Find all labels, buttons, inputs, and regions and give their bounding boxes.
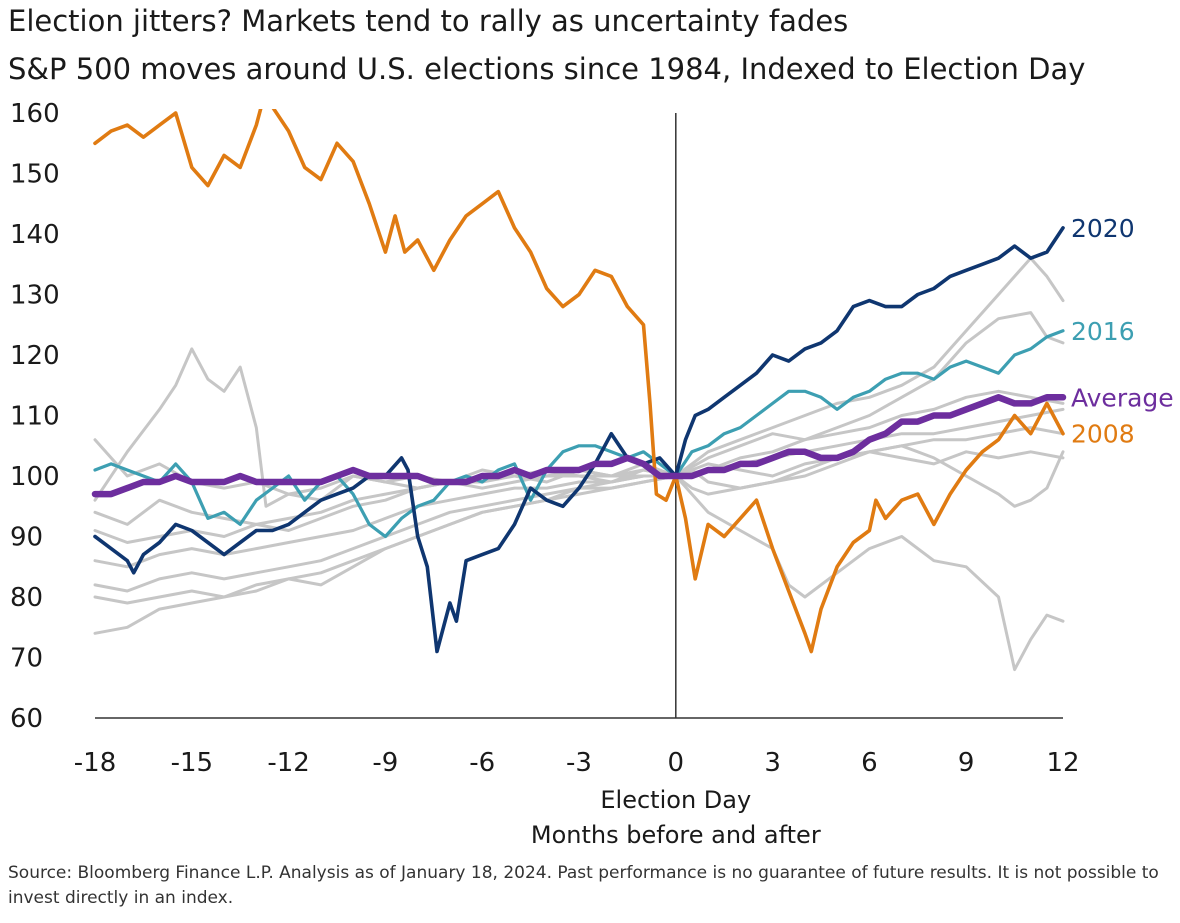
x-tick-label: 9 xyxy=(958,748,975,778)
x-tick-label: 0 xyxy=(668,748,685,778)
x-axis-title: Election Day xyxy=(600,786,751,814)
x-tick-label: 3 xyxy=(764,748,781,778)
chart-subtitle: S&P 500 moves around U.S. elections sinc… xyxy=(8,52,1086,86)
y-axis-ticks: 60 70 80 90 100 110 120 130 140 150 160 xyxy=(10,99,60,734)
x-tick-label: -6 xyxy=(469,748,495,778)
y-tick-label: 160 xyxy=(10,99,60,129)
x-tick-label: -15 xyxy=(171,748,213,778)
past-election-line xyxy=(93,474,1065,672)
series-average-line xyxy=(91,394,1067,498)
x-axis-ticks: -18 -15 -12 -9 -6 -3 0 3 6 9 12 xyxy=(74,748,1080,778)
label-2008: 2008 xyxy=(1071,420,1135,449)
y-tick-label: 80 xyxy=(10,583,43,613)
y-tick-label: 70 xyxy=(10,644,43,674)
label-2020: 2020 xyxy=(1071,214,1135,243)
series-2008-line xyxy=(93,109,1065,654)
x-tick-label: -9 xyxy=(372,748,398,778)
past-election-line xyxy=(93,450,1065,593)
y-tick-label: 110 xyxy=(10,402,60,432)
y-tick-label: 130 xyxy=(10,281,60,311)
label-2016: 2016 xyxy=(1071,317,1135,346)
x-tick-label: -12 xyxy=(267,748,309,778)
x-tick-label: 12 xyxy=(1046,748,1079,778)
x-tick-label: 6 xyxy=(861,748,878,778)
past-election-line xyxy=(93,444,1065,605)
label-average: Average xyxy=(1071,383,1174,412)
y-tick-label: 100 xyxy=(10,462,60,492)
x-axis-subtitle: Months before and after xyxy=(531,821,821,849)
chart-title: Election jitters? Markets tend to rally … xyxy=(8,4,849,38)
series-labels: 2020 2016 Average 2008 xyxy=(1071,214,1174,449)
y-tick-label: 120 xyxy=(10,341,60,371)
series-2020-line xyxy=(93,226,1065,654)
x-tick-label: -18 xyxy=(74,748,116,778)
y-tick-label: 150 xyxy=(10,160,60,190)
x-tick-label: -3 xyxy=(566,748,592,778)
series-lines xyxy=(91,109,1067,672)
source-note: Source: Bloomberg Finance L.P. Analysis … xyxy=(8,863,1159,908)
y-tick-label: 140 xyxy=(10,220,60,250)
y-tick-label: 90 xyxy=(10,523,43,553)
series-2016-line xyxy=(93,329,1065,539)
y-tick-label: 60 xyxy=(10,704,43,734)
past-election-line xyxy=(93,407,1065,544)
